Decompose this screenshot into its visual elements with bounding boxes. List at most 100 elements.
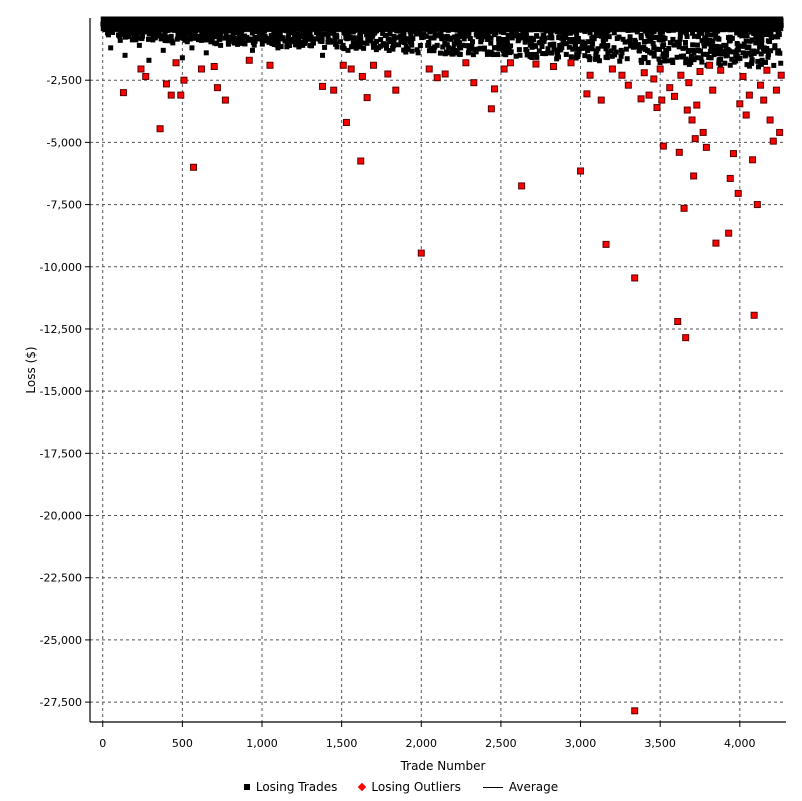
losing-trade-point — [542, 35, 548, 41]
losing-trade-point — [139, 36, 145, 42]
losing-trade-point — [739, 43, 745, 49]
losing-trade-point — [767, 32, 773, 38]
losing-trade-point — [438, 33, 444, 39]
losing-trade-point — [585, 48, 591, 54]
losing-trade-point — [598, 33, 604, 39]
losing-trade-point — [751, 50, 757, 56]
losing-trade-point — [251, 42, 257, 48]
losing-trade-point — [632, 37, 638, 43]
y-tick-label: -7,500 — [47, 199, 82, 212]
losing-trade-point — [726, 48, 732, 54]
losing-trade-point — [713, 34, 719, 40]
losing-trade-point — [187, 36, 193, 42]
losing-trade-point — [224, 22, 230, 28]
losing-trade-point — [704, 51, 710, 57]
losing-outlier-point — [363, 94, 371, 102]
losing-outlier-point — [659, 142, 667, 150]
losing-trade-point — [576, 49, 582, 55]
x-axis-title: Trade Number — [400, 759, 486, 773]
losing-trade-point — [645, 60, 651, 66]
losing-outlier-point — [177, 91, 185, 99]
losing-trade-point — [488, 35, 494, 41]
losing-trade-point — [490, 52, 496, 58]
losing-trade-point — [252, 35, 258, 41]
losing-trade-point — [680, 45, 686, 51]
losing-trade-point — [452, 50, 458, 56]
losing-trade-point — [522, 39, 528, 45]
losing-trade-point — [669, 57, 675, 63]
losing-outlier-point — [417, 249, 425, 257]
losing-trade-point — [541, 38, 547, 44]
losing-trade-point — [403, 43, 409, 49]
losing-trade-point — [347, 34, 353, 40]
losing-trade-point — [485, 34, 491, 40]
losing-outlier-point — [266, 61, 274, 69]
losing-trade-point — [667, 40, 673, 46]
losing-trade-point — [274, 30, 280, 36]
losing-trade-point — [414, 47, 420, 53]
losing-trade-point — [596, 58, 602, 64]
losing-trade-point — [334, 34, 340, 40]
losing-trade-point — [751, 31, 757, 37]
losing-trade-point — [284, 40, 290, 46]
losing-trade-point — [357, 44, 363, 50]
losing-trade-point — [488, 40, 494, 46]
losing-outlier-point — [491, 85, 499, 93]
losing-trade-point — [402, 37, 408, 43]
losing-trade-point — [769, 35, 775, 41]
losing-outlier-point — [709, 86, 717, 94]
losing-trade-point — [162, 38, 168, 44]
losing-outlier-point — [213, 84, 221, 92]
losing-trade-point — [440, 44, 446, 50]
losing-trade-point — [293, 35, 299, 41]
losing-trade-point — [353, 45, 359, 51]
losing-trade-point — [464, 30, 470, 36]
y-tick-label: -5,000 — [47, 136, 82, 149]
losing-trade-point — [708, 32, 714, 38]
losing-trade-point — [541, 32, 547, 38]
losing-trade-point — [605, 42, 611, 48]
losing-trade-point — [396, 42, 402, 48]
losing-outlier-point — [339, 61, 347, 69]
losing-trade-point — [536, 48, 542, 54]
losing-trade-point — [364, 40, 370, 46]
losing-trade-point — [269, 19, 275, 25]
losing-trade-point — [127, 20, 133, 26]
legend-item-losing-outliers: Losing Outliers — [358, 780, 461, 794]
losing-trade-point — [444, 42, 450, 48]
losing-trade-point — [332, 39, 338, 45]
losing-trade-point — [517, 52, 523, 58]
losing-trade-point — [170, 40, 176, 46]
losing-trade-point — [614, 36, 620, 42]
losing-trade-point — [294, 42, 300, 48]
losing-trade-point — [132, 32, 138, 38]
losing-outlier-point — [180, 76, 188, 84]
losing-outlier-point — [197, 65, 205, 73]
losing-trade-point — [498, 27, 504, 33]
losing-trade-point — [281, 26, 287, 32]
losing-outlier-point — [750, 311, 758, 319]
losing-outlier-point — [760, 96, 768, 104]
losing-outlier-point — [384, 70, 392, 78]
losing-outlier-point — [706, 61, 714, 69]
losing-trade-point — [306, 31, 312, 37]
losing-trade-point — [384, 42, 390, 48]
losing-trade-point — [474, 32, 480, 38]
losing-trade-point — [539, 43, 545, 49]
losing-trade-point — [421, 32, 427, 38]
losing-trade-point — [409, 35, 415, 41]
losing-trade-point — [571, 36, 577, 42]
losing-trade-point — [345, 47, 351, 53]
losing-trade-point — [231, 40, 237, 46]
losing-trade-point — [703, 41, 709, 47]
losing-trade-point — [530, 24, 536, 30]
losing-trade-point — [458, 45, 464, 51]
losing-trade-point — [317, 36, 323, 42]
losing-trade-point — [509, 30, 515, 36]
losing-trade-point — [478, 30, 484, 36]
losing-trade-point — [157, 33, 163, 39]
losing-trade-point — [404, 46, 410, 52]
losing-trade-point — [505, 33, 511, 39]
losing-trade-point — [523, 47, 529, 53]
losing-trade-point — [409, 48, 415, 54]
